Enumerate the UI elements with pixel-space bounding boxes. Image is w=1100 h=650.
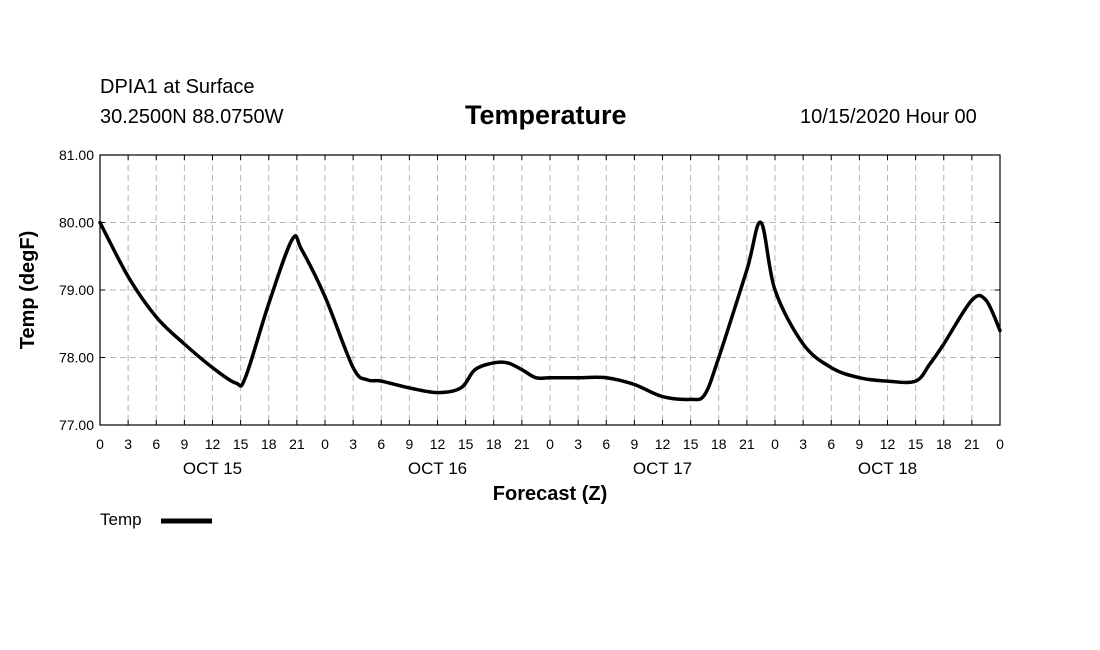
x-tick-label: 15 [908, 436, 924, 452]
day-labels: OCT 15 OCT 16 OCT 17 OCT 18 [183, 459, 917, 478]
y-tick-label: 78.00 [59, 350, 94, 366]
day-label: OCT 17 [633, 459, 692, 478]
y-tick-label: 77.00 [59, 417, 94, 433]
x-tick-label: 6 [827, 436, 835, 452]
x-axis-label: Forecast (Z) [493, 483, 607, 505]
x-tick-label: 3 [799, 436, 807, 452]
y-tick-label: 79.00 [59, 282, 94, 298]
day-label: OCT 18 [858, 459, 917, 478]
day-label: OCT 15 [183, 459, 242, 478]
x-tick-label: 9 [405, 436, 413, 452]
chart-title: Temperature [465, 100, 627, 130]
grid-lines [100, 155, 1000, 425]
y-axis-label: Temp (degF) [17, 231, 39, 350]
x-tick-label: 15 [458, 436, 474, 452]
x-tick-label: 12 [205, 436, 221, 452]
x-tick-label: 0 [771, 436, 779, 452]
x-tick-label: 21 [739, 436, 755, 452]
x-tick-label: 0 [96, 436, 104, 452]
x-tick-label: 12 [880, 436, 896, 452]
x-tick-label: 3 [349, 436, 357, 452]
x-tick-label: 21 [964, 436, 980, 452]
x-tick-label: 12 [655, 436, 671, 452]
x-tick-label: 12 [430, 436, 446, 452]
x-tick-label: 15 [233, 436, 249, 452]
x-tick-label: 9 [180, 436, 188, 452]
legend-label-temp: Temp [100, 510, 142, 529]
legend: Temp [100, 510, 212, 529]
station-coordinates: 30.2500N 88.0750W [100, 106, 284, 128]
run-time: 10/15/2020 Hour 00 [800, 106, 977, 128]
x-tick-label: 6 [602, 436, 610, 452]
x-tick-label: 3 [124, 436, 132, 452]
y-tick-labels: 77.00 78.00 79.00 80.00 81.00 [59, 147, 94, 433]
x-tick-label: 18 [711, 436, 727, 452]
x-tick-label: 0 [996, 436, 1004, 452]
y-tick-label: 80.00 [59, 215, 94, 231]
day-label: OCT 16 [408, 459, 467, 478]
x-tick-label: 18 [936, 436, 952, 452]
series-line-temp [98, 220, 1002, 402]
x-tick-label: 0 [546, 436, 554, 452]
x-tick-label: 15 [683, 436, 699, 452]
axis-ticks [99, 154, 1001, 426]
x-tick-label: 3 [574, 436, 582, 452]
x-tick-labels: 0 3 6 9 12 15 18 21 0 3 6 9 12 15 18 21 0 3 6 9 12 15 18 21 0 3 6 9… [96, 436, 1004, 452]
x-tick-label: 9 [855, 436, 863, 452]
x-tick-label: 6 [152, 436, 160, 452]
x-tick-label: 18 [261, 436, 277, 452]
station-name: DPIA1 at Surface [100, 76, 255, 98]
x-tick-label: 18 [486, 436, 502, 452]
x-tick-label: 0 [321, 436, 329, 452]
x-tick-label: 6 [377, 436, 385, 452]
x-tick-label: 21 [289, 436, 305, 452]
x-tick-label: 9 [630, 436, 638, 452]
y-tick-label: 81.00 [59, 147, 94, 163]
x-tick-label: 21 [514, 436, 530, 452]
